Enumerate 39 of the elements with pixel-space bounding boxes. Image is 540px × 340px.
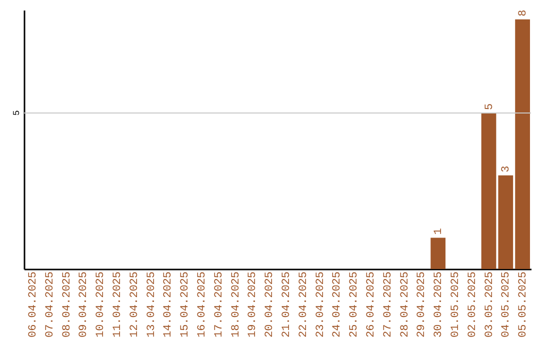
x-tick-label: 23.04.2025 [314,272,327,338]
data-label: 8 [518,10,530,16]
x-tick-label: 15.04.2025 [180,272,192,338]
x-tick-label: 17.04.2025 [213,272,226,338]
x-tick-label: 10.04.2025 [95,272,108,338]
x-tick-label: 12.04.2025 [128,272,141,338]
ref-line-label: 5 [12,110,22,116]
x-tick-label: 22.04.2025 [298,272,310,338]
x-tick-label: 14.04.2025 [162,272,175,338]
x-tick-label: 02.05.2025 [466,272,479,338]
x-tick-label: 13.04.2025 [146,272,158,338]
x-tick-label: 04.05.2025 [500,272,513,338]
x-tick-label: 25.04.2025 [348,272,361,338]
x-tick-label: 01.05.2025 [450,272,462,338]
x-tick-label: 20.04.2025 [264,272,276,338]
data-label: 3 [500,166,513,172]
x-tick-label: 06.04.2025 [27,272,40,338]
x-tick-label: 07.04.2025 [44,272,56,338]
bar [515,19,530,269]
x-tick-label: 24.04.2025 [332,272,344,338]
x-tick-label: 11.04.2025 [112,272,124,338]
x-tick-label: 21.04.2025 [280,272,293,338]
bar [481,112,496,269]
x-tick-label: 29.04.2025 [416,272,428,338]
x-tick-label: 28.04.2025 [399,272,412,338]
x-tick-label: 16.04.2025 [196,272,208,338]
bar [430,238,446,269]
x-tick-label: 19.04.2025 [247,272,260,338]
x-tick-label: 08.04.2025 [61,272,74,338]
x-tick-label: 18.04.2025 [230,272,242,338]
bar [498,175,514,269]
x-tick-label: 26.04.2025 [365,272,378,338]
x-tick-label: 27.04.2025 [382,272,394,338]
x-tick-label: 05.05.2025 [518,272,530,338]
data-label: 1 [433,228,446,235]
x-tick-label: 03.05.2025 [484,272,496,338]
data-label: 5 [484,103,496,110]
x-tick-label: 09.04.2025 [78,272,90,338]
x-tick-label: 30.04.2025 [433,272,446,338]
